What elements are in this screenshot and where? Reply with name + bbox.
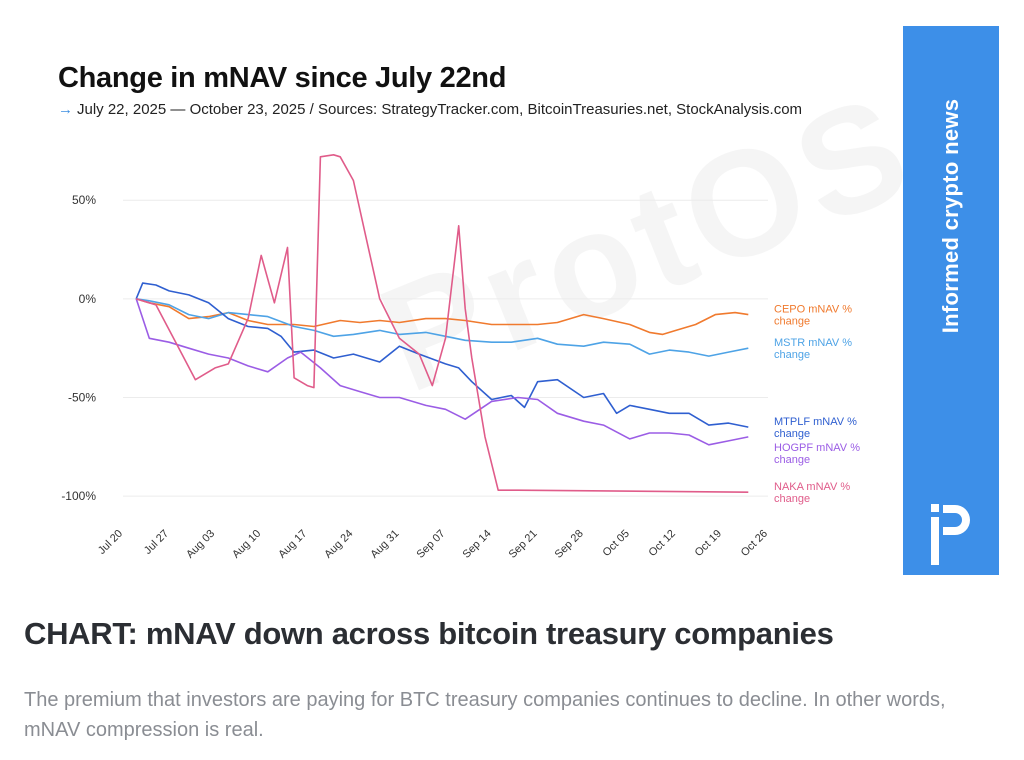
side-banner: Informed crypto news <box>903 26 999 575</box>
series-label-line: change <box>774 316 810 328</box>
series-line <box>135 154 749 493</box>
arrow-icon: → <box>58 101 73 118</box>
series-label-line: change <box>774 349 810 361</box>
protos-logo-icon <box>931 504 970 565</box>
series-label: HOGPF mNAV % change <box>774 442 860 466</box>
y-tick-label: 50% <box>72 193 96 207</box>
series-line <box>135 282 749 428</box>
series-label: NAKA mNAV % change <box>774 481 850 505</box>
series-label-line: change <box>774 493 810 505</box>
x-tick-label: Sep 14 <box>461 528 494 561</box>
series-label: MSTR mNAV % change <box>774 337 852 361</box>
x-tick-label: Aug 10 <box>230 528 263 561</box>
series-label-line: HOGPF mNAV % <box>774 442 860 454</box>
chart-subtitle-text: July 22, 2025 — October 23, 2025 / Sourc… <box>77 101 803 118</box>
x-tick-label: Jul 27 <box>142 528 171 557</box>
chart-card: ProtOS Change in mNAV since July 22nd →J… <box>28 26 898 576</box>
series-line <box>135 298 749 446</box>
series-label-line: MSTR mNAV % <box>774 337 852 349</box>
x-tick-label: Aug 03 <box>184 528 217 561</box>
series-label-line: change <box>774 454 810 466</box>
y-tick-label: 0% <box>79 292 97 306</box>
x-tick-label: Jul 20 <box>96 528 125 557</box>
chart-subtitle: → July 22, 2025 — October 23, 2025 / Sour… <box>58 101 802 118</box>
series-label: CEPO mNAV % change <box>774 304 852 328</box>
x-tick-label: Oct 26 <box>739 528 770 559</box>
series-line <box>135 298 749 336</box>
series-label-line: CEPO mNAV % <box>774 304 852 316</box>
banner-text: Informed crypto news <box>938 98 963 334</box>
x-tick-label: Oct 19 <box>693 528 724 559</box>
x-tick-label: Sep 07 <box>414 528 447 561</box>
series-label-line: NAKA mNAV % <box>774 481 850 493</box>
chart-title: Change in mNAV since July 22nd <box>58 62 507 94</box>
series-label: MTPLF mNAV % change <box>774 416 857 440</box>
x-tick-label: Sep 21 <box>507 528 540 561</box>
series-line <box>136 298 749 357</box>
article-description: The premium that investors are paying fo… <box>24 689 946 741</box>
y-tick-label: -50% <box>68 390 96 404</box>
x-tick-label: Sep 28 <box>553 528 586 561</box>
y-tick-label: -100% <box>61 489 96 503</box>
x-tick-label: Aug 24 <box>322 528 355 561</box>
article-headline[interactable]: CHART: mNAV down across bitcoin treasury… <box>24 616 834 651</box>
line-chart: 50% 0% -50% -100% Jul 20 Jul 27 Aug 03 Aug 10 Au… <box>61 154 860 561</box>
x-tick-label: Aug 31 <box>368 528 401 561</box>
x-tick-label: Aug 17 <box>276 528 309 561</box>
x-tick-label: Oct 05 <box>601 528 632 559</box>
x-tick-label: Oct 12 <box>647 528 678 559</box>
series-label-line: MTPLF mNAV % <box>774 416 857 428</box>
series-label-line: change <box>774 428 810 440</box>
